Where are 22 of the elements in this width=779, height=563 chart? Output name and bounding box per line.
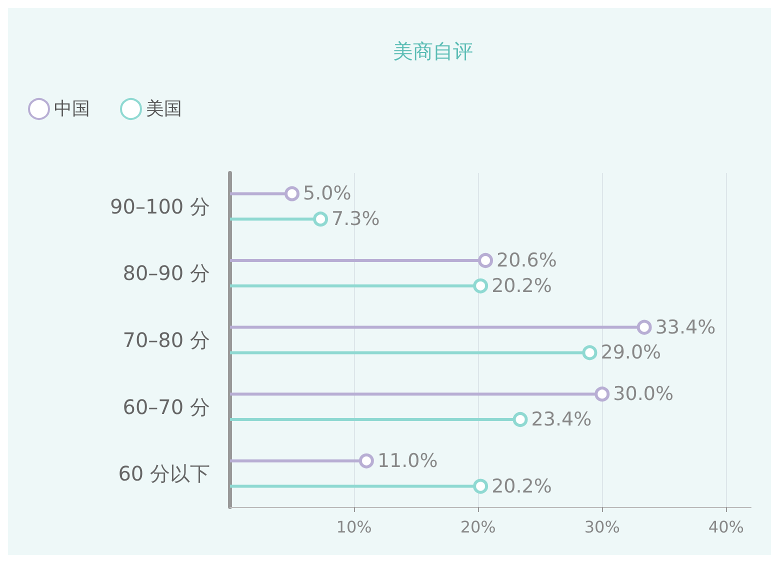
- x-tick-label: 20%: [460, 518, 496, 536]
- x-tick-label: 30%: [584, 518, 620, 536]
- x-tick-label: 40%: [708, 518, 744, 536]
- data-label: 23.4%: [531, 408, 592, 430]
- data-label: 20.6%: [496, 250, 557, 272]
- x-tick-label: 10%: [336, 518, 372, 536]
- legend-label: 美国: [146, 98, 182, 120]
- data-label: 7.3%: [332, 208, 380, 230]
- y-tick-label: 90–100 分: [110, 194, 210, 218]
- legend-label: 中国: [54, 98, 90, 120]
- data-label: 5.0%: [303, 182, 352, 205]
- data-label: 33.4%: [655, 316, 716, 338]
- data-label: 11.0%: [377, 450, 438, 472]
- data-label: 29.0%: [600, 342, 662, 364]
- y-tick-label: 70–80 分: [122, 328, 210, 352]
- y-tick-label: 60 分以下: [118, 462, 210, 486]
- y-tick-label: 80–90 分: [122, 261, 210, 286]
- data-label: 30.0%: [613, 383, 674, 406]
- data-label: 20.2%: [492, 274, 552, 297]
- data-label: 20.2%: [492, 475, 552, 498]
- y-tick-label: 60–70 分: [122, 394, 210, 419]
- chart-title: 美商自评: [393, 39, 473, 63]
